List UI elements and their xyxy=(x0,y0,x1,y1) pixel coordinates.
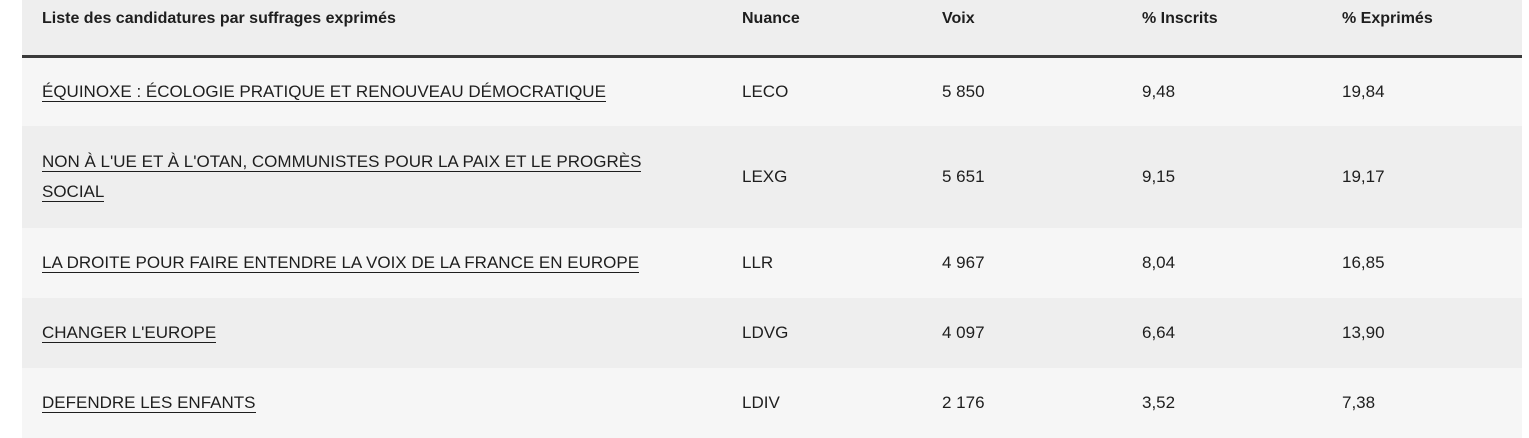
cell-liste: ÉQUINOXE : ÉCOLOGIE PRATIQUE ET RENOUVEA… xyxy=(22,56,722,126)
list-link[interactable]: DEFENDRE LES ENFANTS xyxy=(42,393,256,413)
cell-liste: NON À L'UE ET À L'OTAN, COMMUNISTES POUR… xyxy=(22,126,722,228)
header-voix: Voix xyxy=(922,0,1122,58)
header-exprimes: % Exprimés xyxy=(1322,0,1522,58)
header-liste: Liste des candidatures par suffrages exp… xyxy=(22,0,722,58)
header-inscrits: % Inscrits xyxy=(1122,0,1322,58)
table-row: LA DROITE POUR FAIRE ENTENDRE LA VOIX DE… xyxy=(22,228,1522,298)
results-table: Liste des candidatures par suffrages exp… xyxy=(22,0,1522,438)
table-row: DEFENDRE LES ENFANTS LDIV 2 176 3,52 7,3… xyxy=(22,368,1522,438)
cell-voix: 2 176 xyxy=(942,393,985,412)
cell-inscrits: 9,48 xyxy=(1142,81,1176,101)
cell-exprimes: 19,84 xyxy=(1342,81,1385,101)
cell-exprimes: 19,17 xyxy=(1342,167,1385,186)
results-table-container: Liste des candidatures par suffrages exp… xyxy=(22,0,1522,438)
cell-voix: 4 967 xyxy=(942,253,985,272)
cell-liste: DEFENDRE LES ENFANTS xyxy=(22,368,722,438)
cell-voix: 5 651 xyxy=(942,167,985,186)
list-link[interactable]: CHANGER L'EUROPE xyxy=(42,323,217,343)
cell-nuance: LDVG xyxy=(742,323,789,342)
cell-liste: CHANGER L'EUROPE xyxy=(22,298,722,368)
header-nuance: Nuance xyxy=(722,0,922,58)
cell-nuance: LEXG xyxy=(742,167,788,186)
cell-inscrits: 9,15 xyxy=(1142,167,1176,186)
cell-nuance: LLR xyxy=(742,253,774,272)
cell-liste: LA DROITE POUR FAIRE ENTENDRE LA VOIX DE… xyxy=(22,228,722,298)
table-body: ÉQUINOXE : ÉCOLOGIE PRATIQUE ET RENOUVEA… xyxy=(22,56,1522,438)
cell-exprimes: 7,38 xyxy=(1342,393,1376,412)
header-row: Liste des candidatures par suffrages exp… xyxy=(22,0,1522,58)
cell-exprimes: 13,90 xyxy=(1342,323,1385,342)
cell-exprimes: 16,85 xyxy=(1342,253,1385,272)
list-link[interactable]: ÉQUINOXE : ÉCOLOGIE PRATIQUE ET RENOUVEA… xyxy=(42,81,606,102)
cell-inscrits: 8,04 xyxy=(1142,253,1176,272)
table-row: ÉQUINOXE : ÉCOLOGIE PRATIQUE ET RENOUVEA… xyxy=(22,56,1522,126)
cell-voix: 5 850 xyxy=(942,81,985,101)
cell-inscrits: 6,64 xyxy=(1142,323,1176,342)
table-header: Liste des candidatures par suffrages exp… xyxy=(22,0,1522,58)
list-link[interactable]: NON À L'UE ET À L'OTAN, COMMUNISTES POUR… xyxy=(42,152,642,202)
cell-inscrits: 3,52 xyxy=(1142,393,1176,412)
table-row: NON À L'UE ET À L'OTAN, COMMUNISTES POUR… xyxy=(22,126,1522,228)
cell-nuance: LECO xyxy=(742,81,789,101)
cell-voix: 4 097 xyxy=(942,323,985,342)
table-row: CHANGER L'EUROPE LDVG 4 097 6,64 13,90 xyxy=(22,298,1522,368)
list-link[interactable]: LA DROITE POUR FAIRE ENTENDRE LA VOIX DE… xyxy=(42,253,640,273)
cell-nuance: LDIV xyxy=(742,393,780,412)
